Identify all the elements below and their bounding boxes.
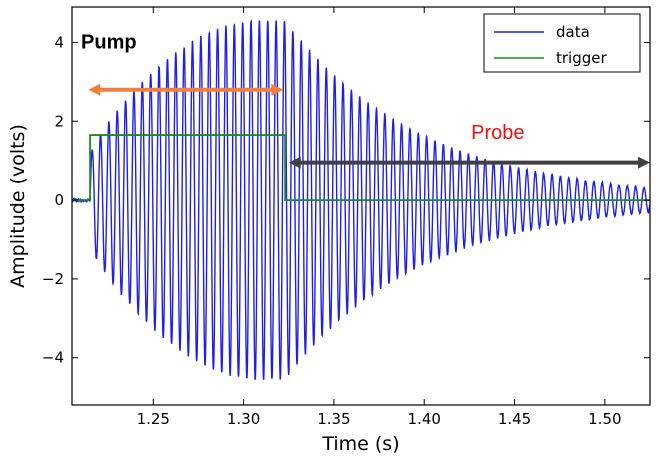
y-tick-label: −2 bbox=[42, 270, 64, 288]
arrow-head bbox=[288, 156, 301, 169]
y-tick-label: −4 bbox=[42, 349, 64, 367]
y-tick-label: 4 bbox=[54, 33, 64, 51]
arrow-head bbox=[638, 156, 650, 169]
x-tick-label: 1.45 bbox=[498, 410, 531, 428]
x-tick-label: 1.50 bbox=[588, 410, 621, 428]
y-tick-label: 2 bbox=[54, 112, 64, 130]
plot-frame bbox=[71, 6, 651, 406]
x-axis-label: Time (s) bbox=[321, 433, 399, 455]
x-tick-label: 1.35 bbox=[317, 410, 350, 428]
y-tick-label: 0 bbox=[54, 191, 64, 209]
legend: data trigger bbox=[483, 13, 641, 73]
ticks-layer: 1.25 1.30 1.35 1.40 1.45 1.50 4 2 0 −2 −4 bbox=[42, 7, 650, 428]
x-tick-label: 1.30 bbox=[227, 410, 260, 428]
y-axis-label: Amplitude (volts) bbox=[7, 124, 29, 288]
legend-trigger-label: trigger bbox=[556, 49, 607, 67]
pump-label: Pump bbox=[81, 31, 137, 53]
x-tick-label: 1.40 bbox=[408, 410, 441, 428]
legend-data-label: data bbox=[556, 23, 590, 41]
probe-label: Probe bbox=[471, 122, 524, 144]
legend-box bbox=[483, 13, 641, 73]
series-trigger-line bbox=[72, 134, 650, 201]
arrow-head bbox=[271, 83, 284, 96]
x-tick-label: 1.25 bbox=[137, 410, 170, 428]
annotation-layer: Pump Probe bbox=[81, 31, 650, 169]
arrow-head bbox=[88, 83, 101, 96]
